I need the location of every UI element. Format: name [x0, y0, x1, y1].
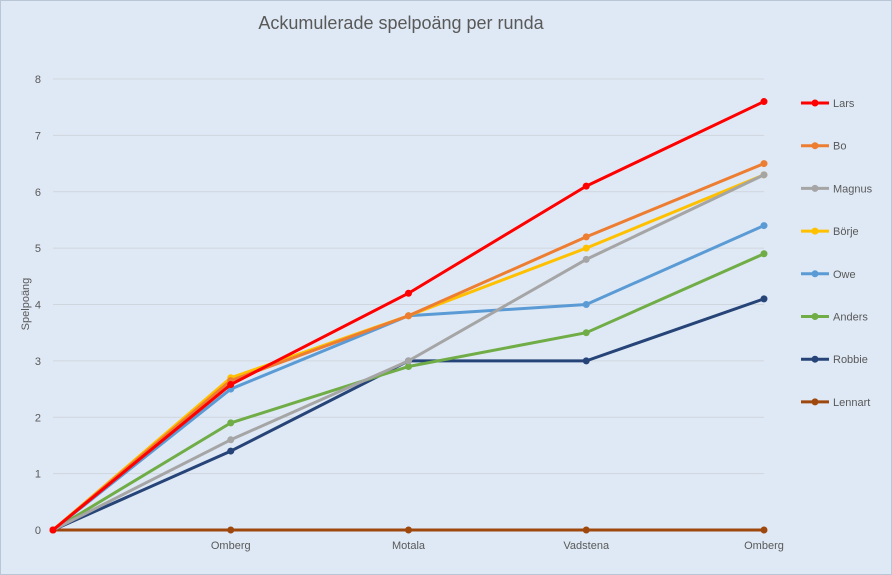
y-tick-label: 4 — [35, 300, 41, 312]
series-line-Robbie — [52, 297, 765, 532]
series-line-Magnus — [52, 173, 765, 532]
series-line-Owe — [52, 224, 765, 532]
data-point-Owe — [582, 301, 590, 308]
data-point-Anders — [227, 419, 235, 427]
chart-title: Ackumulerade spelpoäng per runda — [258, 13, 544, 33]
data-point-Lars — [405, 289, 412, 297]
y-tick-label: 3 — [35, 356, 41, 368]
data-point-Lars — [582, 182, 590, 190]
data-point-Lars — [227, 381, 235, 389]
x-tick-label: Omberg — [744, 540, 784, 552]
data-point-Bo — [582, 233, 590, 241]
y-tick-label: 1 — [35, 469, 41, 481]
x-tick-label: Motala — [392, 540, 426, 552]
x-tick-label: Omberg — [211, 540, 251, 552]
data-point-Anders — [582, 329, 590, 337]
data-point-Bo — [405, 312, 412, 320]
data-point-Lennart — [582, 526, 590, 534]
data-point-Magnus — [582, 255, 590, 263]
legend-marker-Owe — [811, 270, 819, 278]
y-tick-label: 7 — [35, 130, 41, 142]
y-tick-label: 2 — [35, 412, 41, 424]
data-point-Anders — [760, 250, 768, 258]
y-tick-label: 0 — [35, 525, 41, 537]
legend-marker-Anders — [811, 313, 819, 320]
data-point-Owe — [760, 222, 768, 230]
data-point-Lennart — [405, 526, 412, 534]
legend-label-Magnus: Magnus — [833, 183, 873, 195]
data-point-Robbie — [227, 447, 235, 455]
data-point-Lars — [760, 98, 768, 106]
legend-marker-Lennart — [811, 398, 819, 406]
data-point-Bo — [760, 160, 768, 168]
y-tick-label: 6 — [35, 187, 41, 199]
legend-label-Anders: Anders — [833, 312, 868, 324]
legend-marker-Robbie — [811, 355, 819, 363]
data-point-Lars — [49, 526, 57, 534]
data-point-Börje — [582, 244, 590, 252]
y-tick-label: 5 — [35, 243, 41, 255]
legend-label-Owe: Owe — [833, 269, 856, 281]
legend-label-Robbie: Robbie — [833, 354, 868, 366]
data-point-Robbie — [582, 357, 590, 365]
data-point-Magnus — [760, 171, 768, 179]
data-point-Magnus — [405, 357, 412, 365]
legend-marker-Bo — [811, 142, 819, 150]
y-axis-label: Spelpoäng — [20, 278, 32, 331]
data-point-Lennart — [227, 526, 235, 534]
y-tick-label: 8 — [35, 74, 41, 86]
legend-marker-Börje — [811, 227, 819, 235]
data-point-Lennart — [760, 526, 768, 534]
data-point-Robbie — [760, 295, 768, 303]
legend-label-Börje: Börje — [833, 226, 859, 238]
legend-marker-Lars — [811, 99, 819, 107]
legend-marker-Magnus — [811, 184, 819, 192]
data-point-Magnus — [227, 436, 235, 444]
data-point-Anders — [405, 363, 412, 371]
legend-label-Lars: Lars — [833, 98, 855, 110]
legend-label-Bo: Bo — [833, 141, 846, 153]
legend-label-Lennart: Lennart — [833, 397, 870, 409]
x-tick-label: Vadstena — [563, 540, 610, 552]
